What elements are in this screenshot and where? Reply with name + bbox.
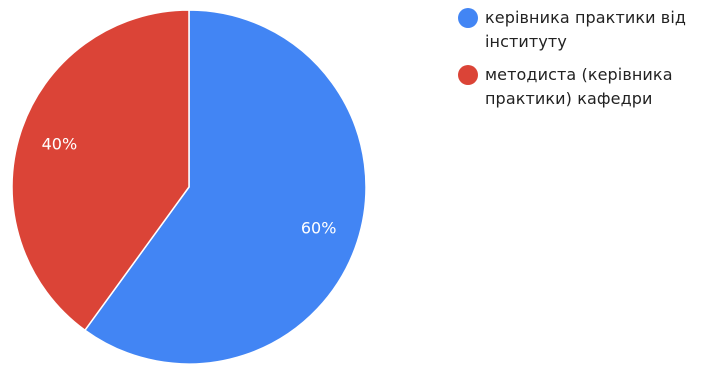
pie-slices — [12, 10, 366, 364]
legend-label-department: методиста (керівника практики) кафедри — [485, 63, 673, 111]
legend-item-institute[interactable]: керівника практики від інституту — [458, 6, 726, 54]
legend-marker-blue — [458, 8, 478, 28]
legend-label-line: інституту — [485, 32, 567, 51]
legend-label-line: керівника практики від — [485, 8, 686, 27]
legend-marker-red — [458, 65, 478, 85]
pie-slice-label-department: 40% — [42, 134, 78, 153]
chart-legend: керівника практики від інституту методис… — [458, 6, 726, 120]
legend-item-department[interactable]: методиста (керівника практики) кафедри — [458, 63, 726, 111]
pie-slice-label-institute: 60% — [301, 219, 337, 238]
legend-label-line: методиста (керівника — [485, 65, 673, 84]
legend-label-line: практики) кафедри — [485, 89, 653, 108]
legend-label-institute: керівника практики від інституту — [485, 6, 686, 54]
